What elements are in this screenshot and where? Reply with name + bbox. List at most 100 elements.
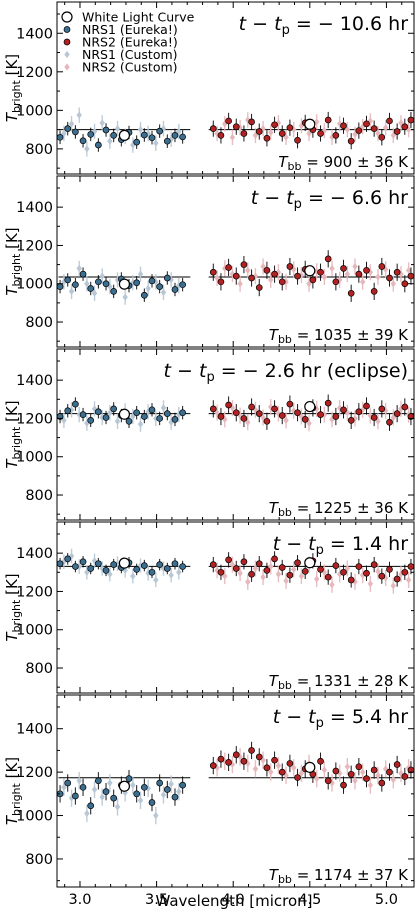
nrs1-custom-point [168, 276, 174, 284]
y-axis-label: Tbright [K] [3, 54, 23, 122]
nrs1-eureka-point [110, 561, 118, 568]
nrs1-eureka-point [57, 133, 64, 141]
nrs1-custom-point [76, 111, 82, 119]
ytick-label: 1000 [16, 809, 53, 825]
nrs2-eureka-point [378, 572, 386, 580]
nrs2-custom-point [245, 578, 251, 586]
nrs1-custom-point [137, 270, 144, 278]
nrs2-custom-point [229, 133, 236, 141]
nrs2-eureka-point [248, 403, 255, 411]
nrs2-eureka-point [363, 120, 370, 128]
nrs1-custom-point [68, 287, 75, 295]
nrs2-eureka-point [209, 125, 217, 132]
nrs1-custom-point [61, 129, 67, 138]
legend-item: NRS1 (Eureka!) [63, 22, 178, 37]
nrs1-custom-point [107, 137, 113, 145]
nrs2-eureka-point [340, 781, 347, 789]
panel-frame [56, 521, 415, 694]
nrs2-eureka-point [217, 278, 225, 286]
nrs1-custom-point [137, 420, 144, 428]
nrs2-eureka-point [309, 276, 317, 284]
nrs2-eureka-point [370, 288, 378, 295]
nrs1-eureka-point [156, 561, 164, 568]
nrs2-eureka-point [271, 555, 278, 563]
nrs2-eureka-point [378, 133, 386, 141]
nrs1-eureka-point [133, 279, 141, 287]
nrs1-eureka-point [87, 285, 95, 292]
nrs1-eureka-point [179, 281, 186, 289]
panels: 800 1000 1200 1400 t − tp = − 10.6 hr Tbb = 9… [16, 1, 415, 908]
nrs2-custom-point [275, 570, 282, 578]
phase-label: t − tp = − 10.6 hr [239, 13, 409, 38]
white-light-point [304, 400, 316, 413]
nrs2-custom-point [375, 273, 381, 281]
nrs2-eureka-point [225, 401, 232, 409]
y-axis-label: Tbright [K] [3, 227, 23, 295]
nrs2-custom-point [314, 267, 320, 275]
nrs1-custom-point [153, 811, 159, 820]
nrs1-custom-point [137, 796, 144, 804]
nrs1-custom-point [84, 280, 90, 288]
nrs2-eureka-point [209, 268, 217, 276]
panel-frame [56, 1, 415, 175]
nrs2-custom-point [405, 576, 412, 584]
nrs2-eureka-point [240, 130, 248, 137]
nrs1-eureka-point [72, 563, 79, 570]
nrs2-eureka-point [347, 289, 355, 297]
nrs2-eureka-point [271, 405, 278, 413]
nrs2-eureka-point [393, 268, 401, 276]
nrs1-custom-point [168, 418, 174, 426]
nrs2-eureka-point [347, 770, 355, 778]
nrs2-eureka-point [317, 566, 324, 573]
nrs2-eureka-point [370, 561, 378, 568]
nrs2-eureka-point [340, 122, 347, 130]
ytick-label: 800 [25, 142, 53, 158]
ytick-label: 1400 [16, 200, 53, 216]
nrs2-custom-point [390, 776, 397, 784]
plot-area [57, 741, 414, 825]
white-light-point [118, 129, 131, 141]
nrs1-eureka-point [163, 786, 171, 793]
nrs2-eureka-point [317, 411, 324, 418]
nrs1-eureka-point [148, 799, 156, 806]
nrs2-custom-point [237, 569, 243, 577]
nrs2-eureka-point [294, 559, 301, 567]
nrs1-custom-point [168, 571, 174, 579]
nrs1-custom-point [99, 793, 105, 801]
nrs1-eureka-point [102, 280, 110, 288]
nrs1-custom-point [107, 570, 113, 578]
nrs2-eureka-point [240, 757, 248, 765]
nrs2-eureka-point [324, 777, 332, 785]
nrs2-eureka-point [370, 125, 378, 132]
nrs2-custom-point [336, 769, 343, 777]
nrs2-custom-point [214, 274, 220, 282]
nrs2-eureka-point [217, 568, 225, 576]
nrs2-custom-point [398, 270, 404, 278]
nrs1-eureka-point [179, 781, 186, 789]
nrs1-eureka-point [64, 555, 72, 563]
nrs1-eureka-point [148, 406, 156, 414]
nrs1-custom-point [160, 791, 167, 799]
nrs2-custom-point [298, 769, 305, 777]
nrs2-eureka-point [332, 132, 340, 139]
nrs2-eureka-point [401, 773, 409, 780]
xtick-label: 3.0 [68, 892, 91, 908]
nrs2-custom-point [214, 764, 220, 772]
legend-marker [61, 11, 73, 23]
nrs2-custom-point [321, 766, 328, 774]
xtick-label: 3.5 [145, 892, 168, 908]
nrs2-eureka-point [278, 278, 286, 286]
white-light-point [118, 557, 131, 569]
nrs2-custom-point [245, 116, 251, 124]
nrs2-eureka-point [263, 134, 271, 142]
nrs2-custom-point [245, 266, 251, 274]
nrs2-eureka-point [255, 410, 263, 418]
ytick-label: 1000 [16, 103, 53, 119]
nrs2-eureka-point [225, 264, 232, 271]
panel-frame [56, 694, 415, 888]
nrs1-custom-point [153, 576, 159, 584]
nrs2-eureka-point [255, 284, 263, 291]
nrs2-eureka-point [378, 779, 386, 787]
